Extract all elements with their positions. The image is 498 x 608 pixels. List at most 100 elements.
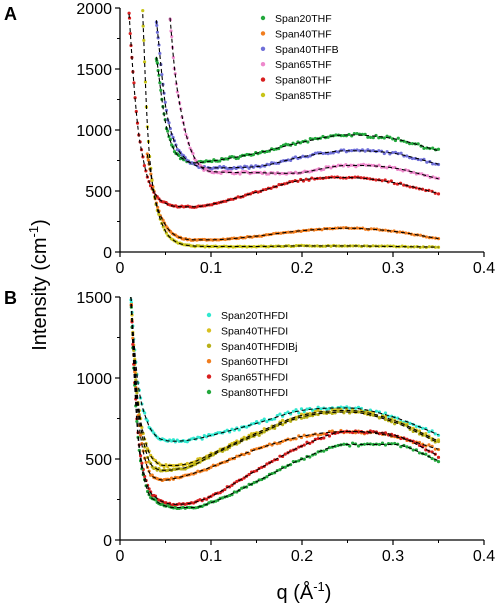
x-tick-label: 0.1 (200, 260, 222, 277)
data-point (129, 297, 133, 298)
data-point (362, 442, 367, 446)
data-point (391, 137, 395, 141)
data-point (383, 228, 388, 232)
data-point (347, 132, 351, 137)
data-point (330, 429, 334, 433)
x-tick-label: 0.2 (291, 260, 313, 277)
data-point (319, 407, 323, 411)
data-point (290, 179, 295, 184)
data-point (383, 411, 388, 415)
data-point (380, 179, 384, 183)
data-point (302, 244, 306, 248)
data-point (391, 150, 395, 155)
legend-label: Span20THFDI (221, 310, 288, 322)
data-point (299, 407, 304, 411)
data-point (255, 420, 259, 424)
data-point (169, 29, 173, 33)
data-point (146, 158, 150, 162)
data-point (191, 151, 195, 156)
data-point (211, 453, 215, 457)
data-point (243, 193, 248, 197)
data-point (380, 441, 385, 445)
plot-area (127, 9, 441, 250)
data-point (184, 132, 188, 137)
data-point (307, 228, 311, 232)
data-point (338, 176, 342, 180)
data-point (405, 154, 409, 158)
data-point (366, 135, 370, 139)
data-point (175, 90, 179, 94)
data-point (302, 443, 306, 447)
data-point (266, 245, 271, 249)
data-point (267, 163, 271, 167)
data-point (249, 434, 254, 439)
data-point (318, 176, 322, 180)
data-point (398, 230, 402, 234)
data-point (278, 412, 282, 416)
data-point (402, 183, 406, 187)
data-point (262, 427, 266, 431)
legend-marker (206, 374, 212, 379)
data-point (164, 108, 169, 112)
data-point (150, 473, 154, 477)
fit-line-Span20THF (155, 56, 439, 164)
data-point (167, 121, 171, 125)
data-point (305, 407, 309, 411)
data-point (279, 145, 283, 149)
data-point (128, 31, 132, 36)
data-point (302, 410, 306, 414)
data-point (298, 141, 302, 145)
fit-line-Span85THF (142, 14, 439, 248)
data-point (353, 175, 357, 179)
data-point (155, 30, 160, 34)
data-point (315, 244, 319, 248)
data-point (356, 163, 361, 167)
data-point (286, 244, 291, 248)
data-point (245, 425, 249, 429)
data-point (302, 433, 306, 437)
data-point (294, 408, 298, 412)
series-Span20THF (154, 57, 441, 165)
data-point (427, 443, 431, 447)
data-point (371, 244, 375, 248)
data-point (334, 133, 338, 137)
data-point (436, 459, 441, 464)
data-point (329, 151, 333, 155)
data-point (431, 146, 435, 150)
data-point (425, 174, 430, 178)
data-point (294, 244, 298, 248)
data-point (408, 185, 412, 189)
x-axis-title-main: q (Å (277, 581, 314, 604)
fit-line-Span65THFDI (130, 297, 439, 505)
data-point (283, 465, 287, 469)
data-point (269, 186, 273, 190)
data-point (289, 463, 293, 467)
data-point (326, 135, 330, 139)
data-point (371, 442, 375, 447)
legend-label: Span80THF (275, 75, 332, 87)
data-point (265, 475, 269, 479)
data-point (425, 160, 429, 164)
legend-label: Span80THFDI (221, 387, 288, 399)
data-point (390, 165, 394, 170)
data-point (142, 60, 147, 64)
data-point (385, 166, 389, 170)
data-point (141, 24, 145, 28)
data-point (308, 154, 312, 158)
data-point (377, 163, 381, 167)
x-tick-label: 0.3 (382, 260, 404, 277)
data-point (393, 150, 398, 154)
fit-line-Span40THF (146, 154, 439, 241)
legend-marker (206, 359, 212, 364)
data-point (316, 436, 320, 441)
data-point (150, 178, 154, 182)
legend-label: Span40THFB (275, 44, 339, 56)
data-point (421, 245, 425, 249)
legend-label: Span40THF (275, 28, 332, 40)
y-tick-label: 2000 (76, 1, 112, 18)
legend-marker (206, 343, 212, 348)
data-point (378, 228, 382, 232)
data-point (140, 461, 144, 465)
x-tick-label: 0 (116, 548, 125, 565)
